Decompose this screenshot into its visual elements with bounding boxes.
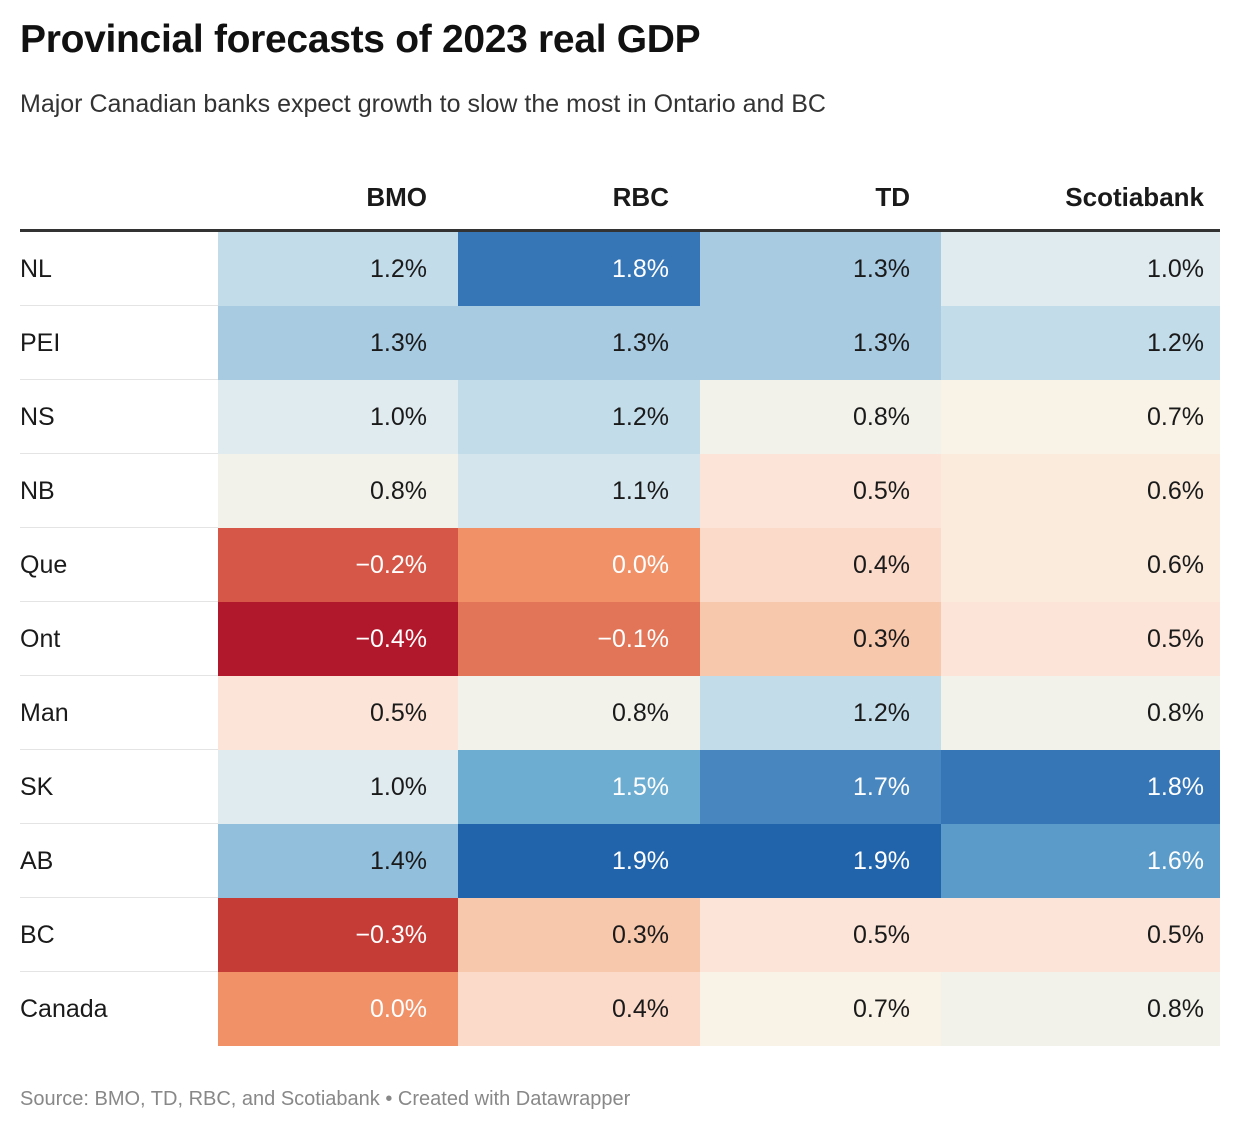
table-row: NL 1.2% 1.8% 1.3% 1.0% — [20, 232, 1220, 306]
table-row: AB 1.4% 1.9% 1.9% 1.6% — [20, 824, 1220, 898]
table-header: BMO RBC TD Scotiabank — [20, 160, 1220, 232]
heatmap-cell: 1.1% — [458, 454, 700, 528]
heatmap-cell: 1.4% — [218, 824, 458, 898]
row-label: AB — [20, 824, 218, 898]
table-body: NL 1.2% 1.8% 1.3% 1.0% PEI 1.3% 1.3% 1.3% 1.2% NS 1… — [20, 232, 1220, 1046]
heatmap-cell: 1.8% — [458, 232, 700, 306]
row-label: NB — [20, 454, 218, 528]
chart-title: Provincial forecasts of 2023 real GDP — [20, 18, 701, 61]
heatmap-cell: 1.0% — [218, 750, 458, 824]
row-label: SK — [20, 750, 218, 824]
row-label: Ont — [20, 602, 218, 676]
chart-subtitle: Major Canadian banks expect growth to sl… — [20, 90, 826, 118]
heatmap-cell: 0.5% — [941, 898, 1220, 972]
heatmap-cell: 1.6% — [941, 824, 1220, 898]
heatmap-cell: 0.5% — [700, 898, 941, 972]
column-header-scotiabank[interactable]: Scotiabank — [1065, 182, 1204, 212]
heatmap-cell: 1.8% — [941, 750, 1220, 824]
table-row: NB 0.8% 1.1% 0.5% 0.6% — [20, 454, 1220, 528]
heatmap-cell: 0.0% — [458, 528, 700, 602]
heatmap-cell: 0.4% — [700, 528, 941, 602]
heatmap-cell: 1.0% — [218, 380, 458, 454]
heatmap-cell: −0.3% — [218, 898, 458, 972]
chart-footer: Source: BMO, TD, RBC, and Scotiabank • C… — [20, 1088, 630, 1111]
heatmap-cell: 0.4% — [458, 972, 700, 1046]
heatmap-cell: 1.2% — [218, 232, 458, 306]
row-label: NL — [20, 232, 218, 306]
row-label: BC — [20, 898, 218, 972]
header-row-label — [20, 160, 218, 229]
heatmap-cell: 1.2% — [458, 380, 700, 454]
heatmap-cell: 0.3% — [458, 898, 700, 972]
heatmap-cell: 1.0% — [941, 232, 1220, 306]
heatmap-cell: 0.7% — [941, 380, 1220, 454]
table-row: Man 0.5% 0.8% 1.2% 0.8% — [20, 676, 1220, 750]
heatmap-cell: 1.2% — [941, 306, 1220, 380]
heatmap-cell: 0.6% — [941, 454, 1220, 528]
credit-link[interactable]: Created with Datawrapper — [397, 1088, 631, 1110]
heatmap-cell: 0.7% — [700, 972, 941, 1046]
heatmap-cell: 0.5% — [941, 602, 1220, 676]
heatmap-cell: −0.1% — [458, 602, 700, 676]
column-header-rbc[interactable]: RBC — [612, 182, 669, 212]
table-row: Que −0.2% 0.0% 0.4% 0.6% — [20, 528, 1220, 602]
heatmap-cell: 1.3% — [700, 232, 941, 306]
table-row: SK 1.0% 1.5% 1.7% 1.8% — [20, 750, 1220, 824]
heatmap-cell: 1.3% — [218, 306, 458, 380]
heatmap-cell: −0.2% — [218, 528, 458, 602]
table-row: NS 1.0% 1.2% 0.8% 0.7% — [20, 380, 1220, 454]
table-row: Canada 0.0% 0.4% 0.7% 0.8% — [20, 972, 1220, 1046]
heatmap-cell: −0.4% — [218, 602, 458, 676]
heatmap-cell: 1.3% — [700, 306, 941, 380]
column-header-td[interactable]: TD — [875, 182, 910, 212]
heatmap-cell: 0.3% — [700, 602, 941, 676]
row-label: PEI — [20, 306, 218, 380]
table-row: PEI 1.3% 1.3% 1.3% 1.2% — [20, 306, 1220, 380]
heatmap-cell: 1.9% — [458, 824, 700, 898]
column-header-bmo[interactable]: BMO — [366, 182, 427, 212]
row-label: Que — [20, 528, 218, 602]
table-row: BC −0.3% 0.3% 0.5% 0.5% — [20, 898, 1220, 972]
heatmap-cell: 0.0% — [218, 972, 458, 1046]
heatmap-table: BMO RBC TD Scotiabank NL 1.2% 1.8% 1.3% 1.0%… — [20, 160, 1220, 1046]
heatmap-cell: 0.5% — [700, 454, 941, 528]
heatmap-cell: 0.5% — [218, 676, 458, 750]
heatmap-cell: 0.8% — [941, 972, 1220, 1046]
heatmap-cell: 1.7% — [700, 750, 941, 824]
table-row: Ont −0.4% −0.1% 0.3% 0.5% — [20, 602, 1220, 676]
footer-separator: • — [379, 1088, 398, 1110]
row-label: Canada — [20, 995, 108, 1023]
row-label: Man — [20, 676, 218, 750]
heatmap-cell: 0.8% — [458, 676, 700, 750]
source-text: Source: BMO, TD, RBC, and Scotiabank — [20, 1088, 380, 1110]
heatmap-cell: 0.8% — [700, 380, 941, 454]
heatmap-cell: 0.6% — [941, 528, 1220, 602]
heatmap-cell: 0.8% — [218, 454, 458, 528]
heatmap-cell: 0.8% — [941, 676, 1220, 750]
heatmap-cell: 1.5% — [458, 750, 700, 824]
heatmap-cell: 1.2% — [700, 676, 941, 750]
row-label: NS — [20, 380, 218, 454]
heatmap-cell: 1.3% — [458, 306, 700, 380]
heatmap-cell: 1.9% — [700, 824, 941, 898]
